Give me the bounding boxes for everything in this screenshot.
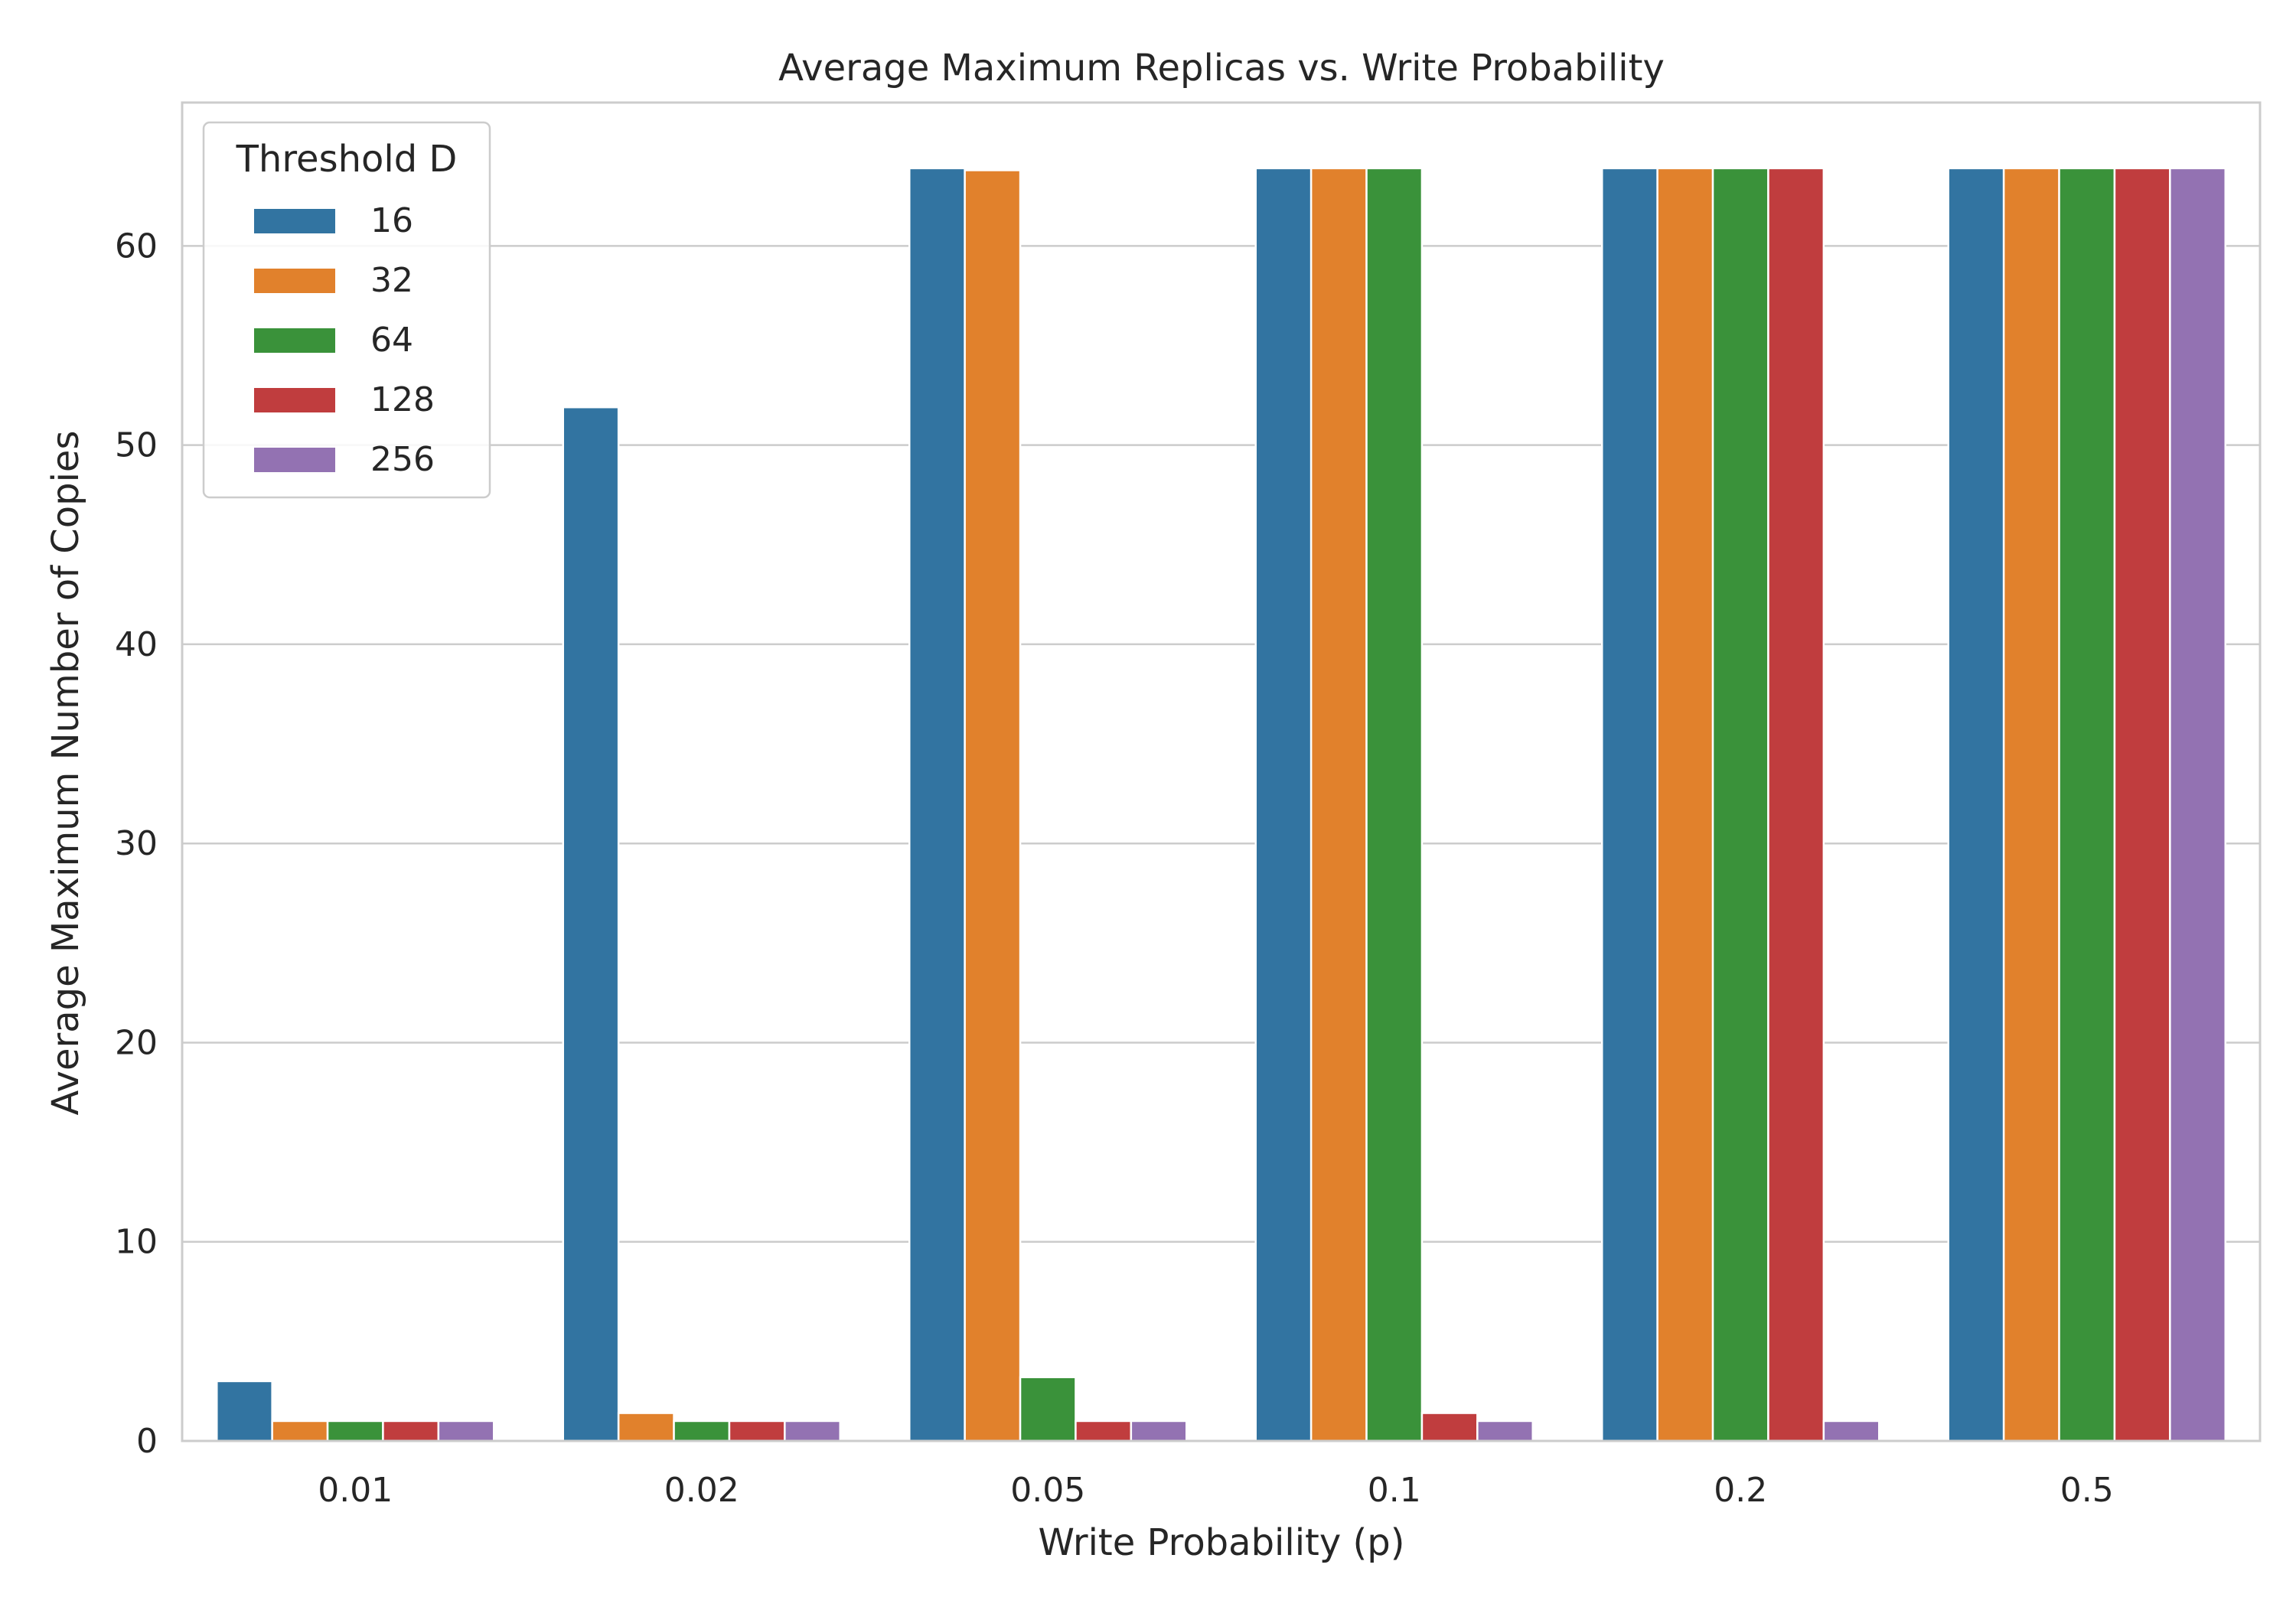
bar-0.05-64 bbox=[1019, 1376, 1077, 1442]
y-tick-label-0: 0 bbox=[136, 1422, 158, 1461]
x-tick-label-2: 0.05 bbox=[1010, 1471, 1085, 1510]
bars bbox=[216, 167, 2227, 1442]
grid-lines bbox=[182, 245, 2260, 1442]
bar-0.05-256 bbox=[1130, 1420, 1188, 1442]
y-axis-ticks: 0 10 20 30 40 50 60 bbox=[115, 227, 158, 1461]
bar-0.5-32 bbox=[2002, 167, 2060, 1442]
legend-label-64: 64 bbox=[370, 321, 413, 360]
legend-label-256: 256 bbox=[370, 440, 435, 479]
plot-frame bbox=[181, 101, 2262, 1442]
legend-swatch-32 bbox=[254, 269, 335, 293]
bar-0.02-16 bbox=[562, 406, 620, 1442]
bar-0.5-16 bbox=[1947, 167, 2005, 1442]
legend-items: 16 32 64 128 256 bbox=[254, 201, 435, 479]
x-axis-ticks: 0.01 0.02 0.05 0.1 0.2 0.5 bbox=[318, 1471, 2113, 1510]
legend-swatch-256 bbox=[254, 448, 335, 472]
bar-0.02-128 bbox=[728, 1420, 786, 1442]
bar-0.02-256 bbox=[784, 1420, 841, 1442]
legend-label-32: 32 bbox=[370, 261, 413, 300]
bar-0.2-64 bbox=[1711, 167, 1769, 1442]
chart-title: Average Maximum Replicas vs. Write Proba… bbox=[778, 47, 1665, 90]
bar-0.1-32 bbox=[1309, 167, 1368, 1442]
x-tick-label-0: 0.01 bbox=[318, 1471, 393, 1510]
bar-0.02-64 bbox=[673, 1420, 731, 1442]
legend-title: Threshold D bbox=[236, 138, 458, 181]
x-tick-label-5: 0.5 bbox=[2060, 1471, 2114, 1510]
legend-swatch-128 bbox=[254, 388, 335, 412]
y-axis-label: Average Maximum Number of Copies bbox=[44, 431, 87, 1116]
x-tick-label-3: 0.1 bbox=[1368, 1471, 1421, 1510]
y-tick-label-4: 40 bbox=[115, 625, 158, 664]
bar-0.01-64 bbox=[326, 1420, 384, 1442]
legend-swatch-16 bbox=[254, 209, 335, 233]
bar-0.01-256 bbox=[437, 1420, 495, 1442]
bar-0.5-64 bbox=[2058, 167, 2116, 1442]
y-tick-label-2: 20 bbox=[115, 1023, 158, 1062]
y-tick-label-1: 10 bbox=[115, 1223, 158, 1262]
y-tick-label-6: 60 bbox=[115, 227, 158, 266]
bar-0.2-16 bbox=[1601, 167, 1658, 1442]
bar-0.05-32 bbox=[964, 169, 1022, 1442]
bar-0.5-128 bbox=[2113, 167, 2171, 1442]
bar-0.1-16 bbox=[1254, 167, 1313, 1442]
x-tick-label-1: 0.02 bbox=[664, 1471, 739, 1510]
bar-0.2-256 bbox=[1822, 1420, 1880, 1442]
x-tick-label-4: 0.2 bbox=[1714, 1471, 1767, 1510]
bar-0.2-32 bbox=[1656, 167, 1714, 1442]
bar-0.05-128 bbox=[1075, 1420, 1133, 1442]
legend-label-128: 128 bbox=[370, 380, 435, 419]
bar-0.1-128 bbox=[1420, 1412, 1479, 1442]
bar-0.05-16 bbox=[908, 167, 966, 1442]
bar-0.2-128 bbox=[1767, 167, 1825, 1442]
bar-0.5-256 bbox=[2169, 167, 2227, 1442]
bar-0.02-32 bbox=[617, 1412, 675, 1442]
y-tick-label-5: 50 bbox=[115, 426, 158, 465]
y-tick-label-3: 30 bbox=[115, 824, 158, 863]
bar-0.01-32 bbox=[271, 1420, 329, 1442]
bar-0.01-128 bbox=[382, 1420, 440, 1442]
legend-swatch-64 bbox=[254, 328, 335, 353]
legend: Threshold D 16 32 64 128 256 bbox=[202, 121, 491, 499]
bar-0.1-256 bbox=[1476, 1420, 1534, 1442]
bar-0.1-64 bbox=[1365, 167, 1424, 1442]
x-axis-label: Write Probability (p) bbox=[1039, 1521, 1405, 1564]
legend-label-16: 16 bbox=[370, 201, 413, 240]
bar-0.01-16 bbox=[216, 1380, 273, 1442]
